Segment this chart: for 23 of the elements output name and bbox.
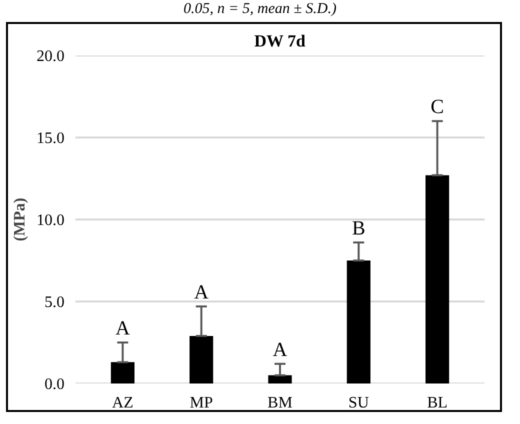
data-label: A bbox=[194, 281, 210, 304]
chart-title: DW 7d bbox=[254, 32, 306, 50]
data-label: A bbox=[115, 318, 130, 340]
bar bbox=[426, 175, 450, 384]
data-label: C bbox=[430, 96, 444, 118]
data-label: B bbox=[352, 217, 366, 240]
y-tick-label: 15.0 bbox=[36, 130, 64, 147]
y-axis-title: (MPa) bbox=[12, 198, 28, 242]
data-label: A bbox=[272, 338, 288, 361]
x-tick-label: MP bbox=[190, 394, 214, 412]
y-tick-label: 0.0 bbox=[44, 376, 64, 393]
bar bbox=[190, 336, 214, 384]
text: 0.05, n = 5, mean ± S.D.) bbox=[184, 0, 336, 18]
y-tick-label: 10.0 bbox=[36, 212, 64, 229]
bar bbox=[110, 362, 134, 384]
x-tick-label: BM bbox=[268, 394, 292, 412]
x-tick-label: SU bbox=[348, 394, 370, 412]
bar bbox=[346, 260, 370, 384]
bar bbox=[268, 375, 292, 384]
y-tick-label: 5.0 bbox=[44, 294, 64, 311]
y-tick-label: 20.0 bbox=[36, 48, 64, 65]
x-tick-label: BL bbox=[427, 394, 448, 412]
x-tick-label: AZ bbox=[112, 394, 134, 412]
